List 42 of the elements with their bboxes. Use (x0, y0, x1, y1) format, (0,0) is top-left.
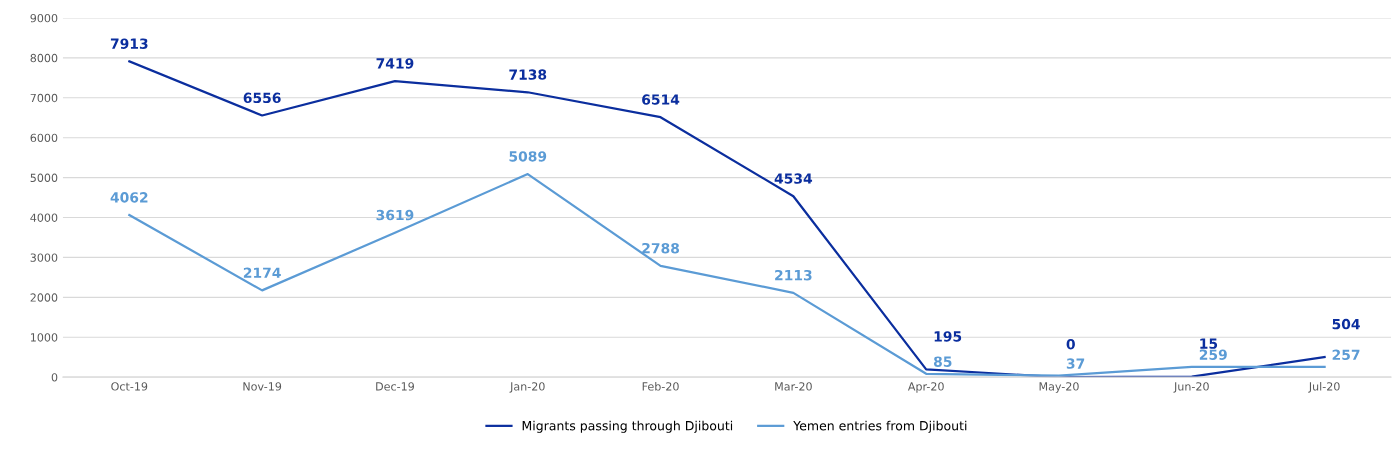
data-label: 3619 (376, 209, 414, 221)
y-tick-label: 5000 (30, 173, 58, 182)
data-label: 7419 (376, 58, 414, 69)
y-tick-label: 8000 (30, 53, 58, 63)
data-label: 2788 (642, 242, 680, 254)
data-label: 7913 (110, 38, 148, 49)
x-tick-label: Feb-20 (642, 382, 679, 391)
y-tick-label: 2000 (30, 293, 58, 302)
y-tick-label: 4000 (30, 213, 58, 222)
x-tick-label: Oct-19 (111, 382, 148, 391)
x-tick-label: Apr-20 (907, 382, 944, 393)
y-tick-label: 9000 (30, 13, 58, 23)
data-label: 7138 (509, 69, 547, 80)
data-label: 2113 (775, 269, 812, 281)
data-label: 85 (933, 356, 952, 367)
y-tick-label: 0 (51, 373, 58, 382)
data-label: 2174 (243, 267, 281, 278)
legend-label: Yemen entries from Djibouti (793, 420, 967, 433)
data-label: 15 (1200, 338, 1218, 349)
legend-label: Migrants passing through Djibouti (522, 420, 733, 433)
y-tick-label: 1000 (30, 333, 58, 342)
y-tick-label: 6000 (30, 133, 58, 143)
data-label: 6556 (243, 92, 281, 104)
data-label: 0 (1066, 338, 1075, 350)
data-label: 257 (1332, 349, 1360, 361)
x-tick-label: Nov-19 (243, 382, 282, 391)
x-tick-label: Mar-20 (775, 382, 812, 391)
x-tick-label: Dec-19 (376, 382, 414, 391)
data-label: 37 (1066, 358, 1085, 369)
data-label: 6514 (642, 94, 680, 105)
y-tick-label: 7000 (30, 93, 58, 103)
x-tick-label: Jan-20 (509, 382, 545, 393)
data-label: 4534 (774, 173, 813, 184)
data-label: 259 (1199, 349, 1227, 360)
y-tick-label: 3000 (30, 253, 58, 262)
x-tick-label: Jun-20 (1173, 382, 1209, 393)
data-label: 504 (1332, 318, 1360, 330)
x-tick-label: Jul-20 (1308, 382, 1340, 393)
data-label: 195 (934, 331, 962, 342)
x-tick-label: May-20 (1039, 382, 1079, 393)
data-label: 5089 (509, 151, 547, 162)
data-label: 4062 (110, 192, 148, 203)
